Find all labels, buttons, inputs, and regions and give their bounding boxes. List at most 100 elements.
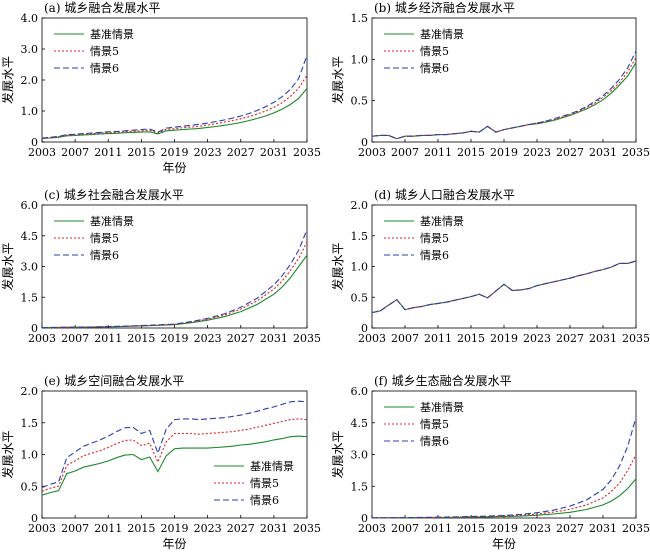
x-tick-label: 2023: [194, 522, 222, 535]
y-tick-label: 4.0: [21, 12, 39, 25]
series-line-1: [372, 478, 637, 519]
x-tick-label: 2031: [589, 332, 617, 345]
x-tick-label: 2015: [457, 522, 485, 535]
y-tick-label: 1.5: [21, 417, 39, 430]
x-tick-label: 2003: [28, 146, 56, 159]
y-axis-label: 发展水平: [330, 56, 345, 104]
series-line-2: [41, 75, 308, 139]
x-tick-label: 2031: [260, 146, 288, 159]
x-tick-label: 2011: [94, 522, 122, 535]
x-tick-label: 2023: [523, 146, 551, 159]
legend-label: 情景6: [420, 249, 449, 262]
legend-label: 基准情景: [420, 401, 464, 414]
x-tick-label: 2027: [556, 146, 584, 159]
legend-label: 情景5: [250, 477, 279, 490]
x-tick-label: 2019: [490, 522, 518, 535]
x-tick-label: 2007: [61, 522, 89, 535]
x-tick-label: 2007: [61, 146, 89, 159]
y-axis-label: 发展水平: [330, 242, 345, 290]
series-line-1: [41, 254, 308, 329]
x-tick-label: 2027: [227, 332, 255, 345]
y-tick-label: 0: [31, 322, 38, 335]
chart-title: (c) 城乡社会融合发展水平: [44, 187, 184, 202]
x-tick-label: 2003: [358, 146, 386, 159]
y-tick-label: 0.5: [21, 480, 39, 493]
x-tick-label: 2031: [260, 522, 288, 535]
x-tick-label: 2003: [358, 332, 386, 345]
chart-panel-3: (c) 城乡社会融合发展水平 2003 2007 2011 2015 2019 2023 20…: [0, 187, 321, 345]
y-tick-label: 1.5: [21, 291, 39, 304]
x-tick-label: 2031: [589, 522, 617, 535]
chart-panel-4: (d) 城乡人口融合发展水平 2003 2007 2011 2015 2019 2023 20…: [330, 187, 650, 345]
x-tick-label: 2015: [127, 522, 155, 535]
legend-label: 情景5: [420, 45, 449, 58]
x-tick-label: 2011: [424, 522, 452, 535]
series-line-2: [371, 57, 637, 140]
x-tick-label: 2027: [227, 146, 255, 159]
x-tick-label: 2015: [127, 332, 155, 345]
chart-panel-5: (e) 城乡空间融合发展水平 2003 2007 2011 2015 2019 2023 20…: [0, 373, 321, 551]
chart-title: (f) 城乡生态融合发展水平: [374, 373, 512, 388]
x-tick-label: 2007: [391, 146, 419, 159]
y-tick-label: 6.0: [351, 385, 369, 398]
y-axis-label: 发展水平: [0, 56, 15, 104]
series-line-2: [371, 260, 637, 314]
x-axis-label: 年份: [162, 537, 186, 551]
series-line-3: [371, 50, 637, 140]
y-tick-label: 1.5: [351, 480, 369, 493]
x-tick-label: 2007: [391, 332, 419, 345]
y-tick-label: 3.0: [21, 43, 39, 56]
series-line-1: [371, 260, 637, 314]
x-tick-label: 2027: [556, 522, 584, 535]
x-tick-label: 2015: [457, 332, 485, 345]
chart-title: (a) 城乡融合发展水平: [44, 0, 160, 15]
legend-label: 基准情景: [90, 28, 134, 41]
y-tick-label: 1.0: [21, 449, 39, 462]
x-tick-label: 2023: [194, 146, 222, 159]
x-tick-label: 2015: [127, 146, 155, 159]
series-line-1: [41, 435, 308, 496]
x-tick-label: 2035: [622, 146, 650, 159]
y-axis-label: 发展水平: [0, 430, 15, 478]
y-tick-label: 6.0: [21, 199, 39, 212]
x-tick-label: 2019: [490, 146, 518, 159]
series-line-1: [41, 88, 308, 140]
y-tick-label: 2.0: [21, 385, 39, 398]
series-line-2: [41, 418, 308, 492]
y-tick-label: 1.5: [351, 230, 369, 243]
y-tick-label: 0: [361, 136, 368, 149]
chart-panel-6: (f) 城乡生态融合发展水平 2003 2007 2011 2015 2019 2023 20…: [330, 373, 650, 551]
legend-label: 基准情景: [420, 28, 464, 41]
y-tick-label: 1.5: [351, 12, 369, 25]
x-tick-label: 2003: [358, 522, 386, 535]
x-tick-label: 2035: [293, 146, 321, 159]
x-tick-label: 2019: [161, 522, 189, 535]
chart-panel-1: (a) 城乡融合发展水平 2003 2007 2011 2015 2019 2023 2027…: [0, 0, 321, 175]
x-tick-label: 2023: [194, 332, 222, 345]
y-tick-label: 0: [31, 136, 38, 149]
y-tick-label: 0: [361, 512, 368, 525]
y-tick-label: 3.0: [21, 261, 39, 274]
plot-frame: [371, 390, 637, 519]
y-tick-label: 4.5: [351, 417, 369, 430]
y-axis-label: 发展水平: [0, 242, 15, 290]
legend-label: 情景5: [90, 45, 119, 58]
y-tick-label: 3.0: [351, 449, 369, 462]
plot-frame: [41, 204, 308, 329]
y-tick-label: 2.0: [21, 74, 39, 87]
x-tick-label: 2019: [161, 146, 189, 159]
legend-label: 情景6: [90, 62, 119, 75]
y-tick-label: 0: [31, 512, 38, 525]
y-tick-label: 1.0: [351, 53, 369, 66]
x-axis-label: 年份: [162, 161, 186, 175]
legend-label: 情景5: [90, 232, 119, 245]
x-tick-label: 2019: [161, 332, 189, 345]
y-tick-label: 0.5: [351, 95, 369, 108]
x-tick-label: 2035: [622, 522, 650, 535]
x-tick-label: 2023: [523, 522, 551, 535]
x-tick-label: 2007: [61, 332, 89, 345]
chart-title: (b) 城乡经济融合发展水平: [374, 0, 515, 15]
y-tick-label: 1.0: [351, 261, 369, 274]
series-line-3: [372, 417, 637, 519]
x-tick-label: 2027: [556, 332, 584, 345]
